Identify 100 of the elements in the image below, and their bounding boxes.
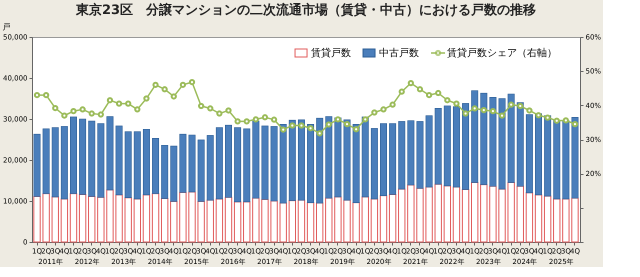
bar — [152, 138, 160, 194]
bar — [60, 126, 68, 200]
point — [426, 92, 432, 98]
point — [270, 116, 278, 123]
point — [198, 102, 204, 110]
bar — [70, 116, 77, 194]
point — [562, 117, 569, 124]
bar — [234, 127, 242, 202]
point — [216, 110, 222, 117]
bar — [280, 124, 287, 204]
bar — [462, 103, 470, 190]
point — [572, 121, 578, 128]
point — [380, 106, 387, 113]
bar — [179, 134, 186, 193]
point — [517, 102, 524, 110]
point — [116, 100, 122, 107]
bar — [571, 117, 578, 198]
point — [280, 126, 286, 133]
point — [234, 118, 241, 125]
point — [43, 92, 50, 98]
point — [508, 102, 514, 108]
bar — [516, 102, 524, 187]
bar — [188, 134, 196, 192]
point — [480, 107, 487, 114]
point — [362, 116, 368, 122]
point — [125, 100, 132, 107]
point — [207, 105, 214, 112]
bar — [434, 108, 442, 184]
point — [298, 122, 305, 129]
point — [526, 107, 533, 114]
bar — [124, 131, 132, 198]
bar — [316, 118, 324, 204]
bar — [426, 115, 433, 188]
bar — [480, 92, 488, 185]
point — [498, 112, 506, 119]
point — [106, 97, 114, 104]
bar — [544, 115, 552, 196]
bar — [225, 124, 232, 198]
point — [88, 110, 95, 117]
bar — [389, 123, 396, 195]
point — [490, 108, 496, 114]
bar — [362, 116, 369, 198]
bar — [142, 128, 150, 196]
bar — [261, 126, 268, 200]
bar — [535, 113, 542, 196]
bar — [380, 123, 387, 196]
point — [398, 88, 405, 95]
point — [371, 109, 378, 116]
point — [435, 90, 442, 96]
point — [416, 86, 424, 92]
point — [344, 121, 350, 128]
bar — [526, 114, 533, 194]
bar — [106, 116, 114, 190]
point — [472, 105, 478, 112]
bar — [562, 120, 570, 200]
bar — [307, 124, 314, 203]
bar — [444, 106, 451, 186]
bar — [508, 94, 515, 183]
point — [61, 112, 68, 119]
point — [152, 82, 159, 88]
point — [353, 126, 360, 132]
bar — [471, 90, 478, 183]
point — [289, 122, 296, 129]
bar — [216, 127, 223, 200]
point — [34, 92, 40, 98]
point — [170, 93, 177, 100]
bar — [407, 120, 414, 186]
bar — [370, 128, 378, 200]
point — [326, 121, 332, 128]
bar — [352, 124, 360, 203]
point — [134, 106, 140, 113]
point — [162, 86, 168, 92]
bar — [134, 131, 141, 200]
point — [535, 112, 542, 118]
bar — [553, 120, 560, 200]
y-axis-title: 戸 — [2, 22, 10, 32]
bar — [79, 118, 86, 195]
bar — [416, 121, 424, 189]
bar — [97, 123, 104, 198]
bar — [344, 120, 351, 200]
bar — [116, 126, 123, 196]
bar — [161, 144, 168, 199]
bar — [42, 128, 50, 194]
point — [252, 116, 259, 122]
point — [244, 118, 250, 125]
bar — [34, 134, 41, 197]
bar — [288, 120, 296, 201]
bar — [334, 117, 342, 198]
point — [453, 100, 460, 107]
chart-title: 東京23区 分譲マンションの二次流通市場（賃貸・中古）における戸数の推移 — [74, 2, 536, 18]
point — [544, 114, 551, 121]
bar — [170, 146, 178, 202]
point — [52, 104, 58, 112]
point — [408, 80, 414, 86]
bar — [252, 120, 260, 198]
bar — [52, 127, 59, 198]
bar — [270, 126, 278, 202]
point — [98, 111, 104, 118]
point — [316, 130, 323, 136]
point — [262, 114, 268, 120]
